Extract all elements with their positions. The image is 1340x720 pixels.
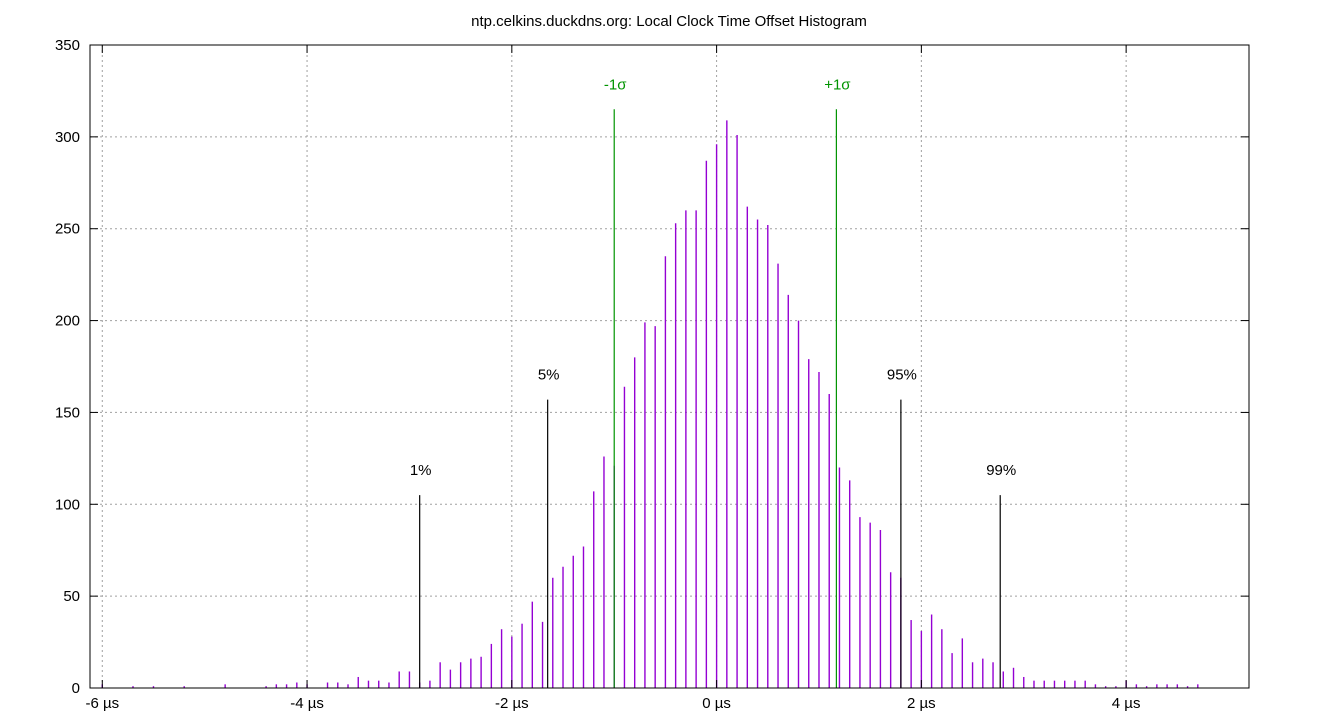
marker-label: +1σ xyxy=(824,76,851,93)
y-tick-label: 0 xyxy=(72,680,80,697)
y-tick-label: 150 xyxy=(55,404,80,421)
y-tick-label: 100 xyxy=(55,496,80,513)
y-tick-label: 350 xyxy=(55,37,80,54)
y-tick-label: 50 xyxy=(63,588,80,605)
marker-label: 99% xyxy=(986,462,1016,479)
plot-frame xyxy=(89,44,1250,689)
grid-lines xyxy=(90,45,1249,688)
x-tick-label: 4 µs xyxy=(1112,695,1141,712)
marker-label: 5% xyxy=(538,367,560,384)
y-tick-label: 250 xyxy=(55,221,80,238)
marker-label: 95% xyxy=(887,367,917,384)
percentile-markers: 1% 5% -1σ +1σ 95% 99% xyxy=(410,76,1016,688)
chart-title: ntp.celkins.duckdns.org: Local Clock Tim… xyxy=(471,13,867,30)
histogram-bars xyxy=(101,120,1199,688)
marker-label: 1% xyxy=(410,462,432,479)
y-tick-label: 200 xyxy=(55,313,80,330)
y-tick-label: 300 xyxy=(55,129,80,146)
x-tick-label: -4 µs xyxy=(290,695,324,712)
axis-ticks: 0 50 100 150 200 250 300 350 -6 µs -4 µs -2 µs 0 µs… xyxy=(55,37,1249,712)
marker-label: -1σ xyxy=(604,76,627,93)
x-tick-label: -6 µs xyxy=(85,695,119,712)
x-tick-label: 2 µs xyxy=(907,695,936,712)
x-tick-label: 0 µs xyxy=(702,695,731,712)
x-tick-label: -2 µs xyxy=(495,695,529,712)
